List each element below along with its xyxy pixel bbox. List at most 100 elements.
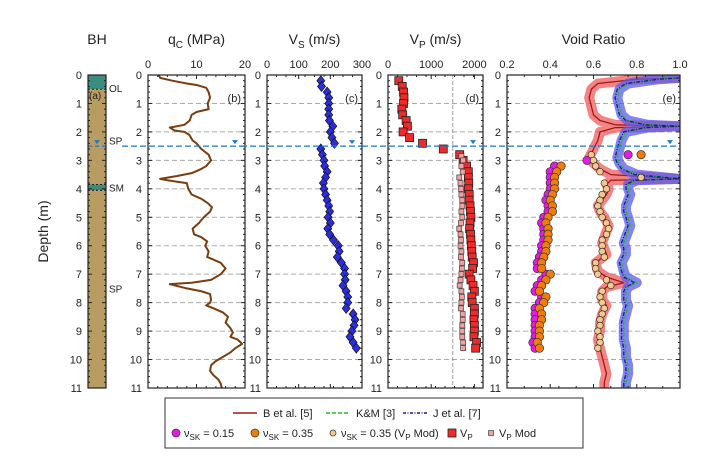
y-tick-label: 5 [376,212,382,224]
y-tick-label: 6 [255,241,261,253]
axes-frame [506,74,681,389]
data-point [459,214,466,221]
y-tick-label: 10 [130,355,142,367]
data-point [623,150,633,160]
panel-title: Void Ratio [562,31,626,47]
data-point [459,333,466,340]
series-line-2 [614,77,680,388]
data-point [456,225,463,232]
data-point [602,185,611,193]
panel-title: VP (m/s) [410,31,462,51]
y-tick-label: 5 [255,212,261,224]
data-point [458,185,464,192]
y-tick-label: 9 [136,326,142,338]
y-tick-label: 5 [136,212,142,224]
y-tick-label: 11 [131,383,142,395]
plot-area [148,75,245,388]
y-tick-label: 9 [495,326,501,338]
data-point [329,234,338,246]
y-tick-label: 0 [255,70,261,82]
y-tick-label: 3 [76,155,82,167]
water-table-icon [232,140,238,145]
panel-label: (e) [663,93,676,105]
data-point [457,242,464,249]
data-point [458,254,464,260]
x-tick-label: 1.0 [672,59,687,71]
data-point [594,270,602,278]
y-tick-label: 6 [136,241,142,253]
y-tick-label: 1 [255,98,261,110]
y-tick-label: 9 [255,326,261,338]
y-tick-label: 4 [76,184,82,196]
legend-marker [329,429,337,437]
y-tick-label: 4 [255,184,261,196]
data-point [459,328,466,334]
y-tick-label: 2 [376,127,382,139]
legend: B et al. [5] K&M [3] J et al. [7] νSK = 0.1… [164,397,584,449]
y-tick-label: 11 [490,383,501,395]
data-point [341,302,351,314]
y-tick-label: 7 [136,269,142,281]
data-point [460,345,466,352]
data-point [458,220,464,226]
y-tick-label: 0 [376,70,382,82]
layer-label: OL [109,84,123,95]
y-tick-label: 0 [76,70,82,82]
series-line-0 [157,75,244,388]
data-point [458,294,465,300]
data-point [459,168,466,175]
layer-label: SP [109,136,123,147]
x-tick-label: 0 [145,59,151,71]
data-point [458,288,465,295]
legend-marker [171,428,181,438]
data-point [330,137,339,149]
y-tick-label: 11 [71,383,82,395]
y-tick-label: 11 [371,383,382,395]
data-point [332,251,342,263]
y-tick-label: 4 [495,184,501,196]
data-point [405,133,414,143]
water-table-icon [470,140,476,145]
panel-label: (d) [466,93,479,105]
y-tick-label: 8 [136,298,142,310]
data-point [458,265,465,272]
y-tick-label: 7 [255,269,261,281]
y-tick-label: 8 [76,298,82,310]
data-point [537,263,547,274]
water-table-icon [349,140,355,145]
legend-label: B et al. [5] [263,408,313,420]
y-tick-label: 1 [376,98,382,110]
series-line-1 [616,77,680,388]
panel-label: (b) [228,93,241,105]
y-tick-label: 10 [370,355,382,367]
y-tick-label: 3 [495,155,501,167]
water-table-icon [94,140,100,145]
legend-label: J et al. [7] [433,408,481,420]
data-point [418,138,427,148]
y-tick-label: 2 [255,127,261,139]
panel-vs: VS (m/s) (c) 0 100 200 300 0 1 2 3 4 5 6 7 8 9 10 11 [241,31,371,395]
plot-area [507,75,680,388]
y-tick-label: 6 [76,241,82,253]
data-point [602,230,611,238]
data-point [317,80,326,92]
y-tick-label: 5 [76,212,82,224]
axes-frame [87,74,107,389]
legend-label: VP [460,428,473,442]
y-tick-label: 8 [495,298,501,310]
legend-label: νSK = 0.35 (VP Mod) [341,428,439,442]
x-tick-label: 200 [321,59,339,71]
y-tick-label: 10 [489,355,501,367]
data-point [607,281,615,290]
data-point [351,342,361,354]
data-point [459,203,466,209]
y-tick-label: 10 [249,355,261,367]
data-point [637,173,645,182]
panel-label: (a) [89,91,101,102]
x-tick-label: 0.8 [629,59,644,71]
y-tick-label: 3 [136,155,142,167]
data-point [456,282,463,289]
data-point [458,248,465,255]
panel-vp: VP (m/s) (d) 0 1000 2000 0 1 2 3 4 5 6 7 8 9 10 11 [362,31,487,395]
